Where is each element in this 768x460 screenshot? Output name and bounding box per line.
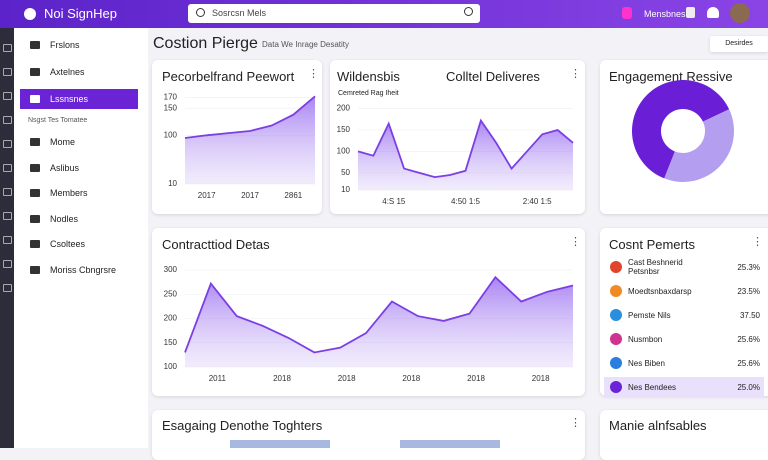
- card-note: Cemreted Rag Iheit: [338, 90, 399, 97]
- logo: [24, 8, 36, 20]
- avatar[interactable]: [730, 3, 750, 23]
- row-label: Nes Bendees: [628, 383, 677, 392]
- row-value: 23.5%: [737, 287, 760, 296]
- list-row[interactable]: Nusmbon 25.6%: [604, 329, 764, 349]
- nav-item[interactable]: Lssnsnes: [20, 89, 138, 109]
- card-title: Contracttiod Detas: [162, 237, 270, 252]
- strip-icon: [3, 212, 12, 220]
- row-value: 25.0%: [737, 383, 760, 392]
- card-title: Manie alnfsables: [609, 418, 707, 433]
- user-name[interactable]: Mensbnes: [644, 9, 686, 19]
- card-title: Pecorbelfrand Peewort: [162, 69, 295, 84]
- nav-icon: [30, 265, 40, 274]
- row-value: 25.6%: [737, 335, 760, 344]
- table-header: [230, 440, 330, 448]
- list-row[interactable]: Pemste Nils 37.50: [604, 305, 764, 325]
- menu[interactable]: ⋮: [308, 68, 319, 80]
- menu[interactable]: ⋮: [570, 68, 581, 80]
- strip-icon: [3, 164, 12, 172]
- nav-item[interactable]: Mome: [20, 132, 138, 152]
- row-value: 25.3%: [737, 263, 760, 272]
- menu[interactable]: ⋮: [570, 417, 581, 429]
- card-title: Engagement Ressive: [609, 69, 733, 84]
- row-icon: [610, 285, 622, 297]
- brand: Noi SignHep: [44, 6, 117, 21]
- nav-item[interactable]: Axtelnes: [20, 62, 138, 82]
- page-title: Costion Pierge: [153, 35, 258, 52]
- icon[interactable]: [686, 7, 695, 18]
- card-subtitle: Colltel Deliveres: [446, 69, 540, 84]
- row-value: 37.50: [739, 311, 760, 320]
- nav-icon: [30, 68, 40, 76]
- button[interactable]: Desirdes: [710, 36, 768, 52]
- list-row[interactable]: Moedtsnbaxdarsp 23.5%: [604, 281, 764, 301]
- row-icon: [610, 381, 622, 393]
- row-icon: [610, 261, 622, 273]
- strip-icon: [3, 236, 12, 244]
- card-title: Cosnt Pemerts: [609, 237, 695, 252]
- nav-item[interactable]: Aslibus: [20, 158, 138, 178]
- row-icon: [610, 333, 622, 345]
- search-box[interactable]: [188, 4, 480, 23]
- menu[interactable]: ⋮: [570, 236, 581, 248]
- nav-section: Nsgst Tes Tomatee: [28, 117, 88, 124]
- strip-icon: [3, 116, 12, 124]
- row-label: Nusmbon: [628, 335, 663, 344]
- strip-icon: [3, 44, 12, 52]
- nav-icon: [30, 214, 40, 223]
- nav-icon: [30, 189, 40, 197]
- row-label: Nes Biben: [628, 359, 665, 368]
- strip-icon: [3, 188, 12, 196]
- row-icon: [610, 357, 622, 369]
- nav-icon: [30, 163, 40, 172]
- row-icon: [610, 309, 622, 321]
- table-header: [400, 440, 500, 448]
- list-row[interactable]: Nes Biben 25.6%: [604, 353, 764, 373]
- menu[interactable]: ⋮: [752, 236, 763, 248]
- nav-icon: [30, 41, 40, 49]
- heart-icon[interactable]: [707, 7, 719, 18]
- list-row[interactable]: Cast Beshnerid Petsnbsr 25.3%: [604, 257, 764, 277]
- strip-icon: [3, 68, 12, 76]
- nav-item[interactable]: Members: [20, 183, 138, 203]
- strip-icon: [3, 140, 12, 148]
- card: [152, 228, 585, 396]
- card-title: Wildensbis: [337, 69, 400, 84]
- row-label: Moedtsnbaxdarsp: [628, 287, 692, 296]
- page-subtitle: Data We Inrage Desatity: [262, 40, 350, 49]
- strip-icon: [3, 260, 12, 268]
- nav-icon: [30, 138, 40, 146]
- card: [600, 228, 768, 396]
- card-title: Esagaing Denothe Toghters: [162, 418, 323, 433]
- notification-icon[interactable]: [622, 7, 632, 19]
- nav-item[interactable]: Frslons: [20, 35, 138, 55]
- search-placeholder: Sosrcsn Mels: [212, 8, 267, 18]
- nav-icon: [30, 95, 40, 103]
- nav-icon: [30, 240, 40, 248]
- list-row[interactable]: Nes Bendees 25.0%: [604, 377, 764, 397]
- sidebar-strip: [0, 28, 14, 448]
- nav-item[interactable]: Csoltees: [20, 234, 138, 254]
- row-value: 25.6%: [737, 359, 760, 368]
- row-label: Pemste Nils: [628, 311, 671, 320]
- strip-icon: [3, 284, 12, 292]
- row-label: Cast Beshnerid Petsnbsr: [628, 258, 683, 276]
- search-button[interactable]: [464, 7, 473, 16]
- nav-item[interactable]: Moriss Cbngrsre: [20, 260, 138, 280]
- search-icon: [196, 8, 205, 17]
- nav-item[interactable]: Nodles: [20, 209, 138, 229]
- strip-icon: [3, 92, 12, 100]
